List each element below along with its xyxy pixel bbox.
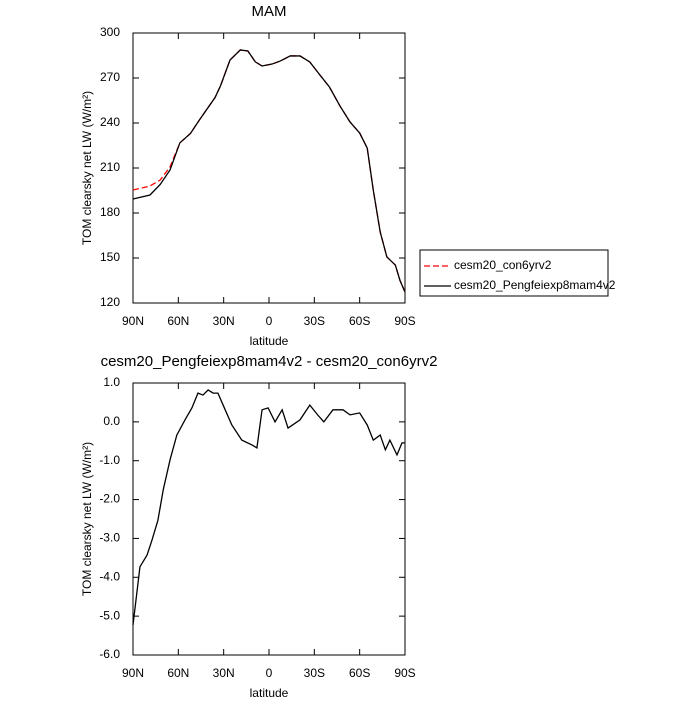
plot-frame (132, 382, 406, 656)
y-tick-label: -3.0 (99, 531, 120, 545)
y-tick-label: -1.0 (99, 453, 120, 467)
legend-label: cesm20_con6yrv2 (454, 258, 552, 272)
x-tick-label: 60N (167, 314, 189, 328)
y-tick-label: 1.0 (103, 375, 120, 389)
x-tick-label: 0 (266, 314, 273, 328)
y-axis-label: TOM clearsky net LW (W/m²) (80, 91, 94, 245)
chart-title: MAM (252, 3, 287, 20)
plot-frame (132, 32, 406, 304)
y-tick-label: -6.0 (99, 647, 120, 661)
x-tick-label: 30N (213, 666, 235, 680)
x-tick-label: 90N (122, 666, 144, 680)
data-line (132, 389, 405, 626)
y-tick-label: 240 (100, 115, 120, 129)
chart-title: cesm20_Pengfeiexp8mam4v2 - cesm20_con6yr… (101, 353, 438, 370)
x-tick-label: 30N (213, 314, 235, 328)
x-tick-label: 60N (167, 666, 189, 680)
y-tick-label: -2.0 (99, 492, 120, 506)
x-tick-label: 90S (394, 666, 415, 680)
x-tick-label: 90N (122, 314, 144, 328)
x-tick-label: 0 (266, 666, 273, 680)
y-tick-label: -4.0 (99, 569, 120, 583)
x-tick-label: 30S (304, 666, 325, 680)
y-tick-label: 180 (100, 205, 120, 219)
y-tick-label: 300 (100, 25, 120, 39)
legend-label: cesm20_Pengfeiexp8mam4v2 (454, 278, 616, 292)
y-tick-label: 150 (100, 250, 120, 264)
y-tick-label: -5.0 (99, 608, 120, 622)
x-axis-label: latitude (250, 334, 289, 348)
legend-box (419, 249, 609, 297)
y-tick-label: 270 (100, 70, 120, 84)
y-axis-label: TOM clearsky net LW (W/m²) (80, 442, 94, 596)
data-line (132, 49, 406, 293)
y-tick-label: 210 (100, 160, 120, 174)
x-tick-label: 60S (349, 314, 370, 328)
y-tick-label: 0.0 (103, 414, 120, 428)
x-tick-label: 60S (349, 666, 370, 680)
x-axis-label: latitude (250, 686, 289, 700)
x-tick-label: 30S (304, 314, 325, 328)
y-tick-label: 120 (100, 295, 120, 309)
data-line (132, 49, 406, 293)
x-tick-label: 90S (394, 314, 415, 328)
